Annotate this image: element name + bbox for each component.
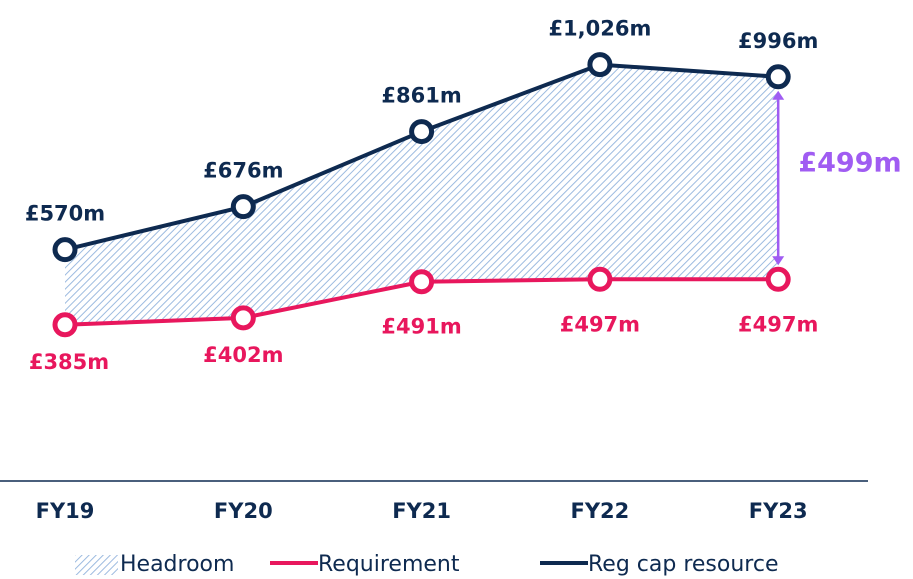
point <box>230 305 256 331</box>
point <box>765 266 791 292</box>
arrow-head <box>772 90 785 100</box>
value-label: £385m <box>29 350 109 374</box>
value-label: £676m <box>203 159 283 183</box>
point <box>230 194 256 220</box>
legend-label: Headroom <box>120 552 234 577</box>
x-tick-label: FY23 <box>749 499 808 523</box>
value-label: £491m <box>381 315 461 339</box>
value-label: £1,026m <box>548 17 651 41</box>
arrow-head <box>772 256 785 266</box>
x-tick-label: FY20 <box>214 499 273 523</box>
point <box>587 52 613 78</box>
point <box>409 269 435 295</box>
point <box>765 64 791 90</box>
point <box>587 266 613 292</box>
legend-swatch <box>75 555 118 575</box>
point <box>52 312 78 338</box>
x-tick-label: FY22 <box>571 499 630 523</box>
headroom-area <box>65 64 779 325</box>
x-tick-label: FY19 <box>36 499 95 523</box>
value-label: £497m <box>738 312 818 336</box>
value-label: £996m <box>738 29 818 53</box>
x-tick-label: FY21 <box>392 499 451 523</box>
annotation: £499m <box>798 148 901 179</box>
value-label: £497m <box>560 312 640 336</box>
point <box>52 237 78 263</box>
value-label: £402m <box>203 343 283 367</box>
value-label: £570m <box>25 202 105 226</box>
legend-label: Reg cap resource <box>588 552 778 577</box>
legend-label: Requirement <box>318 552 460 577</box>
value-label: £861m <box>381 84 461 108</box>
point <box>409 119 435 145</box>
